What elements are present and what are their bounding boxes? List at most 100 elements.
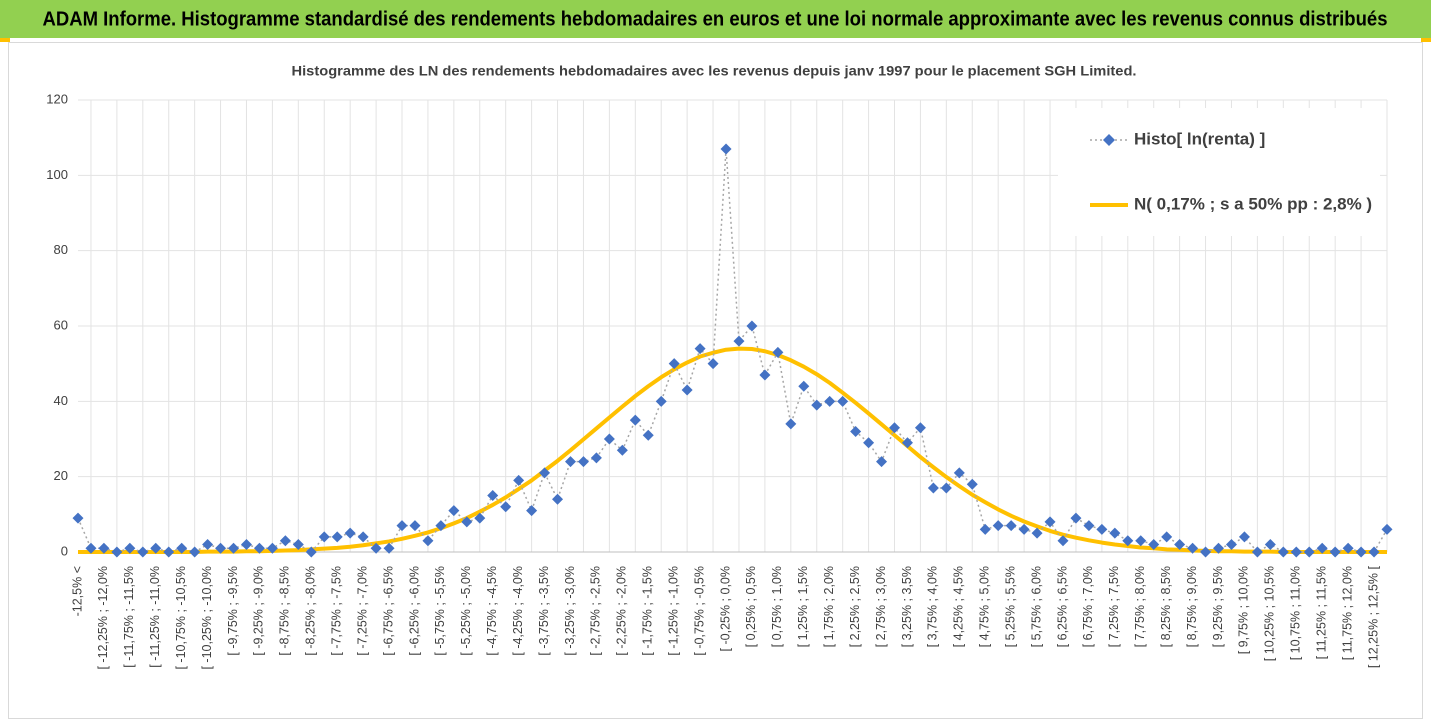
- data-point: [655, 395, 667, 407]
- x-tick-label: [ -4,75% ; -4,5%: [485, 566, 499, 656]
- x-tick-label: [ 11,75% ; 12,0%: [1340, 566, 1354, 660]
- data-point: [1303, 546, 1315, 558]
- data-point: [564, 456, 576, 468]
- x-tick-label: [ -2,25% ; -2,0%: [615, 566, 629, 656]
- data-point: [189, 546, 201, 558]
- data-point: [279, 535, 291, 547]
- x-tick-label: [ 6,25% ; 6,5%: [1055, 566, 1069, 647]
- data-point: [1135, 535, 1147, 547]
- data-point: [1148, 538, 1160, 550]
- corner-accent: [0, 38, 10, 42]
- data-point: [1368, 546, 1380, 558]
- banner-title: ADAM Informe. Histogramme standardisé de…: [43, 8, 1388, 30]
- data-point: [124, 542, 136, 554]
- data-point: [603, 433, 615, 445]
- data-point: [798, 380, 810, 392]
- y-tick-label: 100: [46, 167, 68, 182]
- x-tick-label: [ 0,25% ; 0,5%: [744, 566, 758, 647]
- x-tick-label: [ 7,25% ; 7,5%: [1107, 566, 1121, 647]
- data-point: [1083, 520, 1095, 532]
- data-point: [1251, 546, 1263, 558]
- data-point: [785, 418, 797, 430]
- x-tick-label: [ -7,75% ; -7,5%: [330, 566, 344, 656]
- x-tick-label: [ 4,25% ; 4,5%: [952, 566, 966, 647]
- data-point: [1200, 546, 1212, 558]
- chart-title: Histogramme des LN des rendements hebdom…: [292, 63, 1137, 79]
- x-tick-label: [ -8,25% ; -8,0%: [304, 566, 318, 656]
- data-point: [1174, 538, 1186, 550]
- data-point: [927, 482, 939, 494]
- x-tick-label: [ -4,25% ; -4,0%: [511, 566, 525, 656]
- data-point: [163, 546, 175, 558]
- data-point: [901, 437, 913, 449]
- data-point: [98, 542, 110, 554]
- data-point: [253, 542, 265, 554]
- x-tick-label: [ -11,75% ; -11,5%: [122, 566, 136, 668]
- x-tick-label: [ -0,25% ; 0,0%: [718, 566, 732, 651]
- data-point: [642, 429, 654, 441]
- data-point: [383, 542, 395, 554]
- plot: [72, 143, 1393, 558]
- data-point: [824, 395, 836, 407]
- data-point: [966, 478, 978, 490]
- legend-label: Histo[ ln(renta) ]: [1134, 129, 1265, 148]
- x-tick-label: [ -6,75% ; -6,5%: [381, 566, 395, 656]
- data-point: [1187, 542, 1199, 554]
- data-point: [992, 520, 1004, 532]
- data-point: [215, 542, 227, 554]
- data-point: [577, 456, 589, 468]
- y-tick-label: 0: [61, 543, 68, 558]
- x-tick-label: [ 1,75% ; 2,0%: [822, 566, 836, 647]
- x-tick-label: [ -5,25% ; -5,0%: [459, 566, 473, 656]
- x-tick-label: [ 1,25% ; 1,5%: [796, 566, 810, 647]
- x-tick-label: [ 3,75% ; 4,0%: [926, 566, 940, 647]
- x-tick-label: [ 10,75% ; 11,0%: [1289, 566, 1303, 660]
- data-point: [461, 516, 473, 528]
- x-tick-label: [ -9,25% ; -9,0%: [252, 566, 266, 656]
- data-point: [435, 520, 447, 532]
- x-tick-label: [ -3,75% ; -3,5%: [537, 566, 551, 656]
- x-tick-label: [ -3,25% ; -3,0%: [563, 566, 577, 656]
- data-point: [318, 531, 330, 543]
- data-point: [1213, 542, 1225, 554]
- x-tick-label: [ -8,75% ; -8,5%: [278, 566, 292, 656]
- x-tick-label: [ 8,25% ; 8,5%: [1159, 566, 1173, 647]
- y-tick-label: 120: [46, 91, 68, 106]
- data-point: [422, 535, 434, 547]
- x-tick-label: [ 2,25% ; 2,5%: [848, 566, 862, 647]
- data-point: [539, 467, 551, 479]
- legend-label: N( 0,17% ; s a 50% pp : 2,8% ): [1134, 194, 1372, 213]
- series-line: [78, 346, 1387, 554]
- grid: 0 20 40 60 80 100 120 -12,5% < [ -12,25% ; -12,0…: [46, 91, 1388, 670]
- data-point: [668, 358, 680, 370]
- legend: Histo[ ln(renta) ] N( 0,17% ; s a 50% pp …: [1058, 108, 1380, 236]
- data-point: [681, 384, 693, 396]
- data-point: [357, 531, 369, 543]
- data-point: [953, 467, 965, 479]
- data-point: [733, 335, 745, 347]
- data-point: [331, 531, 343, 543]
- data-point: [1381, 523, 1393, 535]
- data-point: [590, 452, 602, 464]
- x-tick-label: [ -6,25% ; -6,0%: [407, 566, 421, 656]
- x-tick-label: [ -12,25% ; -12,0%: [96, 566, 110, 670]
- x-tick-label: [ 5,75% ; 6,0%: [1029, 566, 1043, 647]
- data-point: [513, 474, 525, 486]
- data-point: [500, 501, 512, 513]
- data-point: [111, 546, 123, 558]
- x-tick-label: [ 8,75% ; 9,0%: [1185, 566, 1199, 647]
- data-point: [863, 437, 875, 449]
- data-point: [137, 546, 149, 558]
- data-point: [1355, 546, 1367, 558]
- data-point: [85, 542, 97, 554]
- data-point: [1031, 527, 1043, 539]
- data-point: [772, 346, 784, 358]
- data-point: [305, 546, 317, 558]
- data-point: [850, 425, 862, 437]
- data-point: [240, 538, 252, 550]
- data-point: [694, 343, 706, 355]
- x-tick-label: [ 9,75% ; 10,0%: [1237, 566, 1251, 654]
- data-point: [370, 542, 382, 554]
- data-point: [448, 505, 460, 517]
